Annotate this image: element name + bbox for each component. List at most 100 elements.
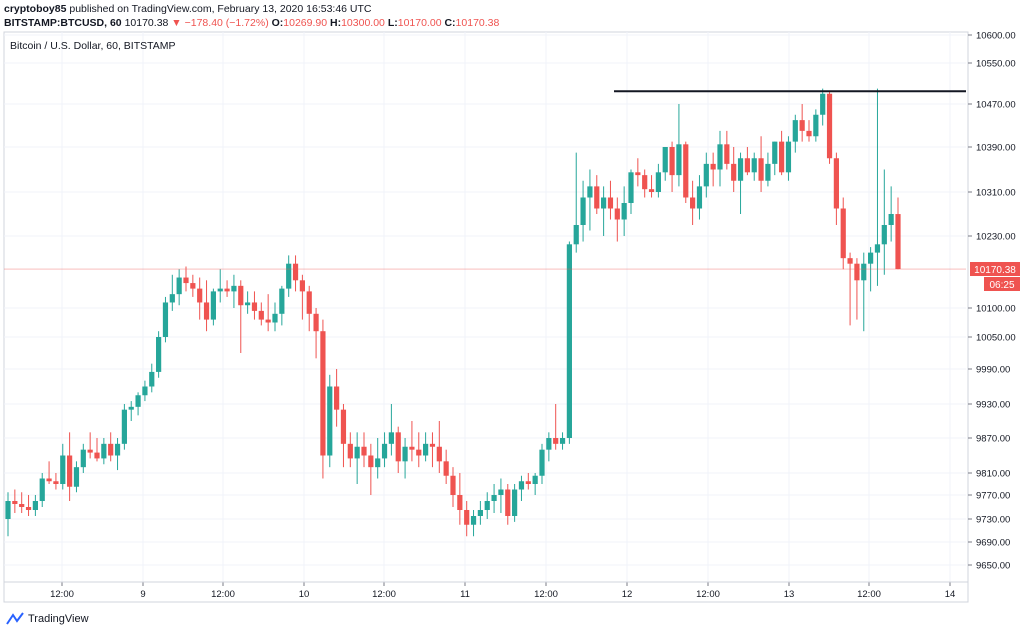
candle-body: [409, 446, 415, 450]
candle-body: [121, 409, 127, 444]
candle-body: [46, 478, 52, 482]
candle-body: [368, 455, 374, 468]
y-tick-label: 10050.00: [976, 333, 1016, 344]
candle-body: [546, 438, 552, 450]
candle-body: [12, 501, 18, 504]
x-tick-label: 12:00: [696, 589, 720, 600]
open-label: O:: [271, 17, 284, 29]
price-change: −178.40 (−1.72%): [184, 17, 269, 29]
low-label: L:: [387, 17, 398, 29]
candle-body: [662, 147, 668, 173]
time-axis[interactable]: 12:00 9 12:00 10 12:00 11 12:00 12 12:00 13 12:00 1…: [4, 581, 968, 600]
candle-body: [731, 163, 737, 181]
y-tick-label: 9770.00: [976, 491, 1010, 502]
candle-body: [67, 455, 73, 487]
candle-body: [53, 481, 59, 484]
candle-body: [354, 446, 360, 459]
ohlc-line: BITSTAMP:BTCUSD, 60 10170.38 ▼ −178.40 (…: [4, 16, 499, 30]
price-badge: 10170.38: [974, 265, 1016, 276]
candle-body: [251, 302, 258, 311]
candle-body: [772, 141, 778, 164]
candle-body: [340, 409, 347, 444]
candle-body: [210, 291, 216, 320]
candle-body: [39, 478, 45, 501]
candle-body: [703, 163, 709, 187]
candle-body: [80, 449, 86, 468]
candle-body: [73, 467, 80, 487]
candle-body: [484, 501, 490, 510]
candle-body: [361, 446, 367, 456]
candle-body: [553, 438, 559, 444]
price-badge-bg: [970, 262, 1020, 276]
candle-body: [655, 172, 661, 192]
candle-body: [847, 258, 853, 264]
candle-body: [272, 313, 278, 323]
symbol-label[interactable]: BITSTAMP:BTCUSD, 60: [4, 17, 122, 29]
candle-body: [347, 443, 353, 459]
y-tick-label: 10390.00: [976, 143, 1016, 154]
y-tick-label: 9930.00: [976, 400, 1010, 411]
author-name[interactable]: cryptoboy85: [4, 3, 67, 15]
candle-body: [238, 285, 244, 306]
candle-body: [190, 283, 196, 289]
candle-body: [450, 475, 456, 495]
candle-body: [135, 395, 141, 407]
x-tick-label: 9: [140, 589, 145, 600]
x-tick-label: 11: [460, 589, 470, 600]
candle-body: [532, 475, 538, 484]
candle-body: [785, 141, 792, 173]
candle-body: [717, 144, 723, 170]
candle-body: [183, 277, 189, 284]
chart-title: Bitcoin / U.S. Dollar, 60, BITSTAMP: [10, 40, 176, 52]
candle-body: [388, 432, 394, 444]
candle-body: [197, 288, 203, 303]
candle-body: [470, 516, 477, 525]
candle-body: [128, 406, 134, 410]
candle-body: [279, 288, 285, 314]
tradingview-footer[interactable]: TradingView: [6, 612, 89, 626]
candle-body: [457, 495, 463, 510]
low-value: 10170.00: [397, 17, 442, 29]
candle-body: [149, 371, 155, 387]
candle-body: [566, 244, 572, 438]
candles: [5, 88, 901, 537]
price-axis[interactable]: 10600.00 10550.00 10470.00 10390.00 10310.00…: [968, 31, 1016, 572]
candle-body: [669, 147, 675, 176]
candle-body: [895, 214, 901, 270]
candle-body: [683, 144, 689, 198]
candle-body: [436, 446, 442, 462]
candle-body: [820, 93, 826, 115]
candle-body: [690, 197, 696, 209]
candle-body: [799, 120, 805, 131]
candle-body: [573, 225, 579, 245]
y-tick-label: 10550.00: [976, 59, 1016, 70]
candle-body: [868, 252, 874, 264]
y-tick-label: 10470.00: [976, 100, 1016, 111]
candle-body: [375, 458, 381, 468]
candle-body: [861, 263, 867, 281]
candle-body: [299, 280, 305, 292]
candle-body: [840, 208, 846, 259]
candle-body: [505, 489, 511, 516]
candle-body: [806, 130, 812, 137]
x-tick-label: 14: [945, 589, 956, 600]
published-text: published on TradingView.com, February 1…: [69, 3, 372, 15]
candle-body: [594, 186, 600, 209]
candle-body: [512, 489, 518, 516]
candle-body: [313, 313, 319, 332]
publish-line: cryptoboy85 published on TradingView.com…: [4, 2, 499, 16]
candle-body: [491, 495, 497, 501]
candle-body: [792, 120, 798, 142]
candle-body: [676, 144, 682, 176]
footer-brand: TradingView: [28, 613, 89, 625]
x-tick-label: 12:00: [211, 589, 235, 600]
candle-body: [429, 443, 436, 447]
candle-body: [874, 244, 881, 253]
candle-body: [32, 501, 38, 510]
candle-body: [108, 443, 114, 456]
candle-body: [696, 186, 703, 209]
high-value: 10300.00: [341, 17, 385, 29]
candle-body: [156, 337, 162, 372]
candle-body: [19, 504, 25, 507]
